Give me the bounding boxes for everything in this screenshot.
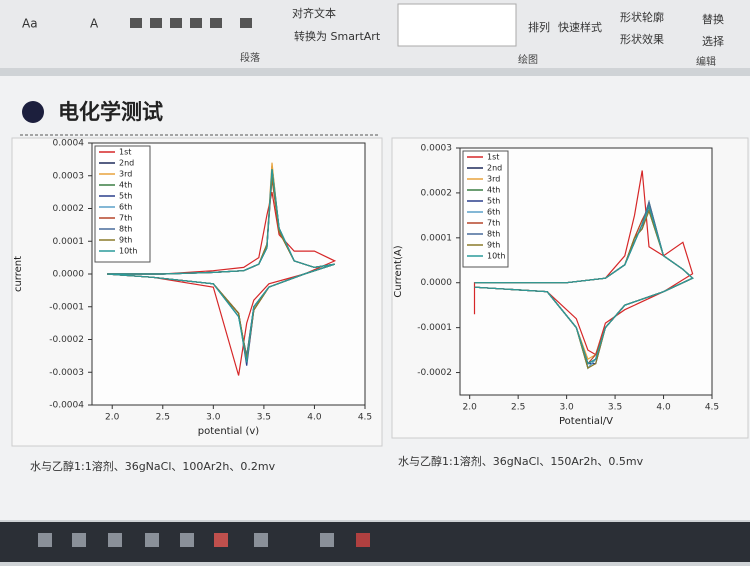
y-tick-label: 0.0003	[421, 144, 453, 154]
cv-curve	[107, 191, 337, 376]
cv-curve	[107, 169, 335, 363]
x-tick-label: 4.0	[656, 403, 671, 413]
replace-button[interactable]: 替换	[702, 12, 724, 26]
legend-label: 2nd	[487, 164, 502, 173]
legend-label: 3rd	[119, 170, 132, 179]
legend	[462, 150, 509, 268]
group-label: 段落	[240, 51, 260, 64]
align-text-button[interactable]: 对齐文本	[292, 6, 336, 20]
justify[interactable]	[190, 18, 202, 28]
y-tick-label: -0.0001	[417, 323, 452, 333]
y-tick-label: 0.0001	[53, 237, 85, 247]
quick-styles-button[interactable]: 快速样式	[558, 20, 602, 34]
x-axis-label: potential (v)	[198, 426, 259, 437]
smartart-button[interactable]: 转换为 SmartArt	[294, 29, 381, 43]
y-tick-label: 0.0000	[421, 278, 453, 288]
legend-label: 10th	[487, 252, 505, 261]
x-tick-label: 3.0	[206, 413, 221, 423]
taskbar-icons	[38, 533, 370, 547]
legend-label: 7th	[119, 214, 132, 223]
taskbar-icon[interactable]	[38, 533, 52, 547]
y-tick-label: -0.0004	[49, 401, 84, 411]
legend-label: 9th	[119, 236, 132, 245]
legend-label: 5th	[119, 192, 132, 201]
columns[interactable]	[210, 18, 222, 28]
legend-label: 10th	[119, 247, 137, 256]
taskbar-icon[interactable]	[254, 533, 268, 547]
x-tick-label: 2.5	[156, 413, 170, 423]
shape-effects-button[interactable]: 形状效果	[620, 32, 664, 46]
legend-label: 8th	[119, 225, 132, 234]
caption: 水与乙醇1:1溶剂、36gNaCl、100Ar2h、0.2mv	[30, 459, 276, 473]
x-tick-label: 2.0	[105, 413, 120, 423]
legend-label: 1st	[119, 148, 131, 157]
align-right[interactable]	[170, 18, 182, 28]
font-color-button[interactable]: A	[90, 17, 99, 31]
shape-outline-button[interactable]: 形状轮廓	[620, 10, 664, 24]
legend	[94, 145, 151, 263]
x-tick-label: 3.5	[257, 413, 271, 423]
x-tick-label: 2.5	[511, 403, 525, 413]
y-tick-label: -0.0003	[49, 368, 84, 378]
x-tick-label: 2.0	[463, 403, 478, 413]
taskbar-icon[interactable]	[145, 533, 159, 547]
legend-label: 8th	[487, 230, 500, 239]
legend-label: 4th	[487, 186, 500, 195]
cv-curve	[474, 204, 694, 365]
group-label: 编辑	[696, 55, 716, 68]
taskbar-icon[interactable]	[214, 533, 228, 547]
y-tick-label: -0.0002	[417, 368, 452, 378]
y-tick-label: -0.0001	[49, 302, 84, 312]
x-tick-label: 4.5	[358, 413, 372, 423]
taskbar-icon[interactable]	[320, 533, 334, 547]
legend-label: 6th	[119, 203, 132, 212]
legend-label: 1st	[487, 153, 499, 162]
x-tick-label: 3.0	[559, 403, 574, 413]
legend-label: 3rd	[487, 175, 500, 184]
shape-gallery[interactable]	[397, 3, 517, 47]
align-left[interactable]	[130, 18, 142, 28]
legend-label: 2nd	[119, 159, 134, 168]
y-axis-label: Current(A)	[393, 245, 404, 297]
legend-label: 7th	[487, 219, 500, 228]
align-buttons	[130, 18, 252, 28]
taskbar-icon[interactable]	[356, 533, 370, 547]
y-tick-label: 0.0003	[53, 171, 85, 181]
legend-label: 6th	[487, 208, 500, 217]
y-tick-label: 0.0002	[421, 188, 453, 198]
taskbar	[0, 522, 750, 562]
x-tick-label: 4.0	[307, 413, 322, 423]
taskbar-icon[interactable]	[180, 533, 194, 547]
legend-label: 4th	[119, 181, 132, 190]
taskbar-icon[interactable]	[108, 533, 122, 547]
y-tick-label: 0.0000	[53, 270, 85, 280]
x-axis-label: Potential/V	[559, 416, 613, 427]
align-center[interactable]	[150, 18, 162, 28]
select-button[interactable]: 选择	[702, 34, 724, 48]
line-spacing[interactable]	[240, 18, 252, 28]
group-label: 绘图	[518, 53, 538, 66]
y-axis-label: current	[13, 256, 24, 292]
x-tick-label: 3.5	[608, 403, 622, 413]
caption: 水与乙醇1:1溶剂、36gNaCl、150Ar2h、0.5mv	[398, 454, 644, 468]
legend-label: 5th	[487, 197, 500, 206]
y-tick-label: 0.0002	[53, 204, 85, 214]
legend-label: 9th	[487, 241, 500, 250]
y-tick-label: -0.0002	[49, 335, 84, 345]
x-tick-label: 4.5	[705, 403, 719, 413]
y-tick-label: 0.0004	[53, 139, 85, 149]
y-tick-label: 0.0001	[421, 233, 453, 243]
taskbar-icon[interactable]	[72, 533, 86, 547]
ribbon	[0, 0, 750, 70]
font-size-button[interactable]: Aa	[22, 17, 38, 31]
slide-title: 电化学测试	[58, 100, 163, 124]
arrange-button[interactable]: 排列	[528, 20, 550, 34]
title-bullet	[22, 101, 44, 123]
